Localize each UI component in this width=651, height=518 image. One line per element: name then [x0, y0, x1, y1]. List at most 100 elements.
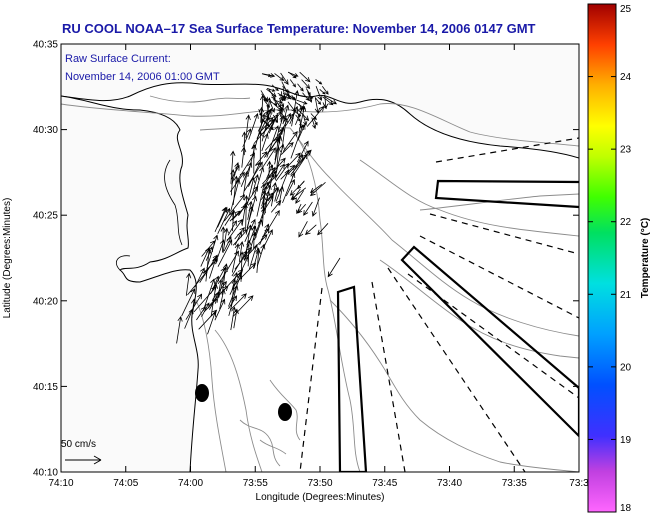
current-vector: [262, 147, 276, 167]
current-vector: [282, 85, 290, 93]
bathymetry-contours: [61, 95, 579, 472]
current-vector: [233, 262, 257, 286]
current-vector: [231, 243, 240, 273]
x-tick-label: 73:45: [372, 478, 397, 489]
current-vector: [306, 105, 325, 127]
current-vector: [261, 93, 268, 103]
colorbar-tick-label: 25: [620, 4, 632, 15]
y-axis-label: Latitude (Degrees:Minutes): [2, 198, 13, 319]
current-vector: [217, 239, 233, 267]
current-vector: [185, 272, 192, 296]
current-vector: [311, 117, 317, 130]
x-tick-label: 73:40: [437, 478, 462, 489]
current-vector: [275, 162, 290, 182]
current-vector: [242, 170, 249, 197]
colorbar-tick-label: 19: [620, 435, 632, 446]
current-vector: [268, 88, 276, 101]
scale-arrow: [65, 455, 102, 465]
current-vector: [299, 103, 303, 111]
current-vector: [199, 254, 218, 283]
current-vector: [243, 225, 257, 258]
current-vector: [303, 201, 313, 216]
current-vector: [233, 308, 239, 329]
current-vector: [256, 243, 266, 267]
land-mass: [61, 44, 579, 159]
annotation-line-1: Raw Surface Current:: [65, 53, 171, 65]
x-tick-label: 74:00: [178, 478, 203, 489]
current-vector: [285, 179, 295, 197]
current-vector: [206, 234, 219, 269]
current-vector: [181, 288, 196, 317]
current-vector: [271, 182, 278, 207]
map-title: RU COOL NOAA–17 Sea Surface Temperature:…: [62, 21, 536, 36]
current-vector: [246, 239, 252, 267]
current-vector: [218, 263, 229, 298]
current-vector: [266, 88, 276, 92]
box-southeast: [400, 245, 579, 438]
current-vector: [302, 114, 308, 126]
current-vector: [256, 183, 266, 217]
y-tick-label: 40:30: [33, 125, 58, 136]
current-vector: [278, 112, 291, 138]
current-vector: [301, 79, 311, 90]
buoy-marker-2: [278, 403, 292, 421]
current-vector: [261, 229, 273, 252]
current-vector: [280, 72, 289, 85]
current-vector: [295, 114, 301, 122]
current-vector: [278, 94, 292, 100]
current-vector: [214, 298, 226, 321]
current-vector: [217, 239, 225, 258]
x-tick-label: 73:3: [569, 478, 589, 489]
current-vector: [207, 311, 217, 335]
land-nj: [61, 95, 199, 472]
current-vector: [310, 113, 317, 121]
current-vector: [217, 206, 228, 228]
y-tick-label: 40:15: [33, 382, 58, 393]
current-vector: [266, 160, 273, 178]
current-vector: [274, 73, 285, 82]
x-axis-ticks: 74:10 74:05 74:00 73:55 73:50 73:45 73:40 73:35…: [48, 44, 589, 489]
colorbar: [587, 3, 617, 513]
current-vector: [247, 144, 257, 177]
current-vector: [304, 224, 317, 235]
current-vector: [234, 227, 245, 240]
current-vector: [185, 293, 203, 320]
current-vector: [254, 166, 265, 197]
annotation-line-2: November 14, 2006 01:00 GMT: [65, 71, 220, 83]
current-vector: [275, 163, 285, 179]
current-vector: [300, 94, 314, 100]
current-vector: [324, 96, 338, 105]
current-vector: [288, 71, 297, 79]
current-vector: [322, 102, 327, 110]
y-tick-label: 40:10: [33, 468, 58, 479]
colorbar-tick-label: 22: [620, 217, 632, 228]
x-axis-label: Longitude (Degrees:Minutes): [256, 492, 385, 503]
current-vector: [228, 284, 239, 316]
current-vector: [296, 140, 309, 163]
current-vector: [282, 130, 298, 152]
buoy-marker-1: [195, 384, 209, 402]
current-vector: [176, 315, 183, 344]
current-vector: [260, 227, 270, 241]
current-vector: [315, 97, 322, 105]
current-vector: [267, 187, 279, 202]
bay-outline: [164, 159, 183, 246]
current-vector: [310, 183, 323, 194]
current-vector: [262, 111, 282, 135]
current-vector: [261, 73, 276, 78]
current-vector: [289, 79, 297, 88]
current-vector: [315, 86, 323, 102]
current-vector: [248, 112, 259, 140]
current-vector: [265, 104, 272, 121]
current-vector: [230, 150, 236, 184]
current-vector: [321, 86, 329, 95]
current-vector: [295, 190, 305, 204]
current-vector: [230, 171, 245, 192]
current-vector: [220, 226, 226, 253]
current-vector: [229, 210, 241, 222]
current-vector: [271, 84, 279, 92]
current-vector: [246, 195, 258, 229]
colorbar-tick-label: 20: [620, 362, 632, 373]
current-vector: [297, 203, 307, 214]
